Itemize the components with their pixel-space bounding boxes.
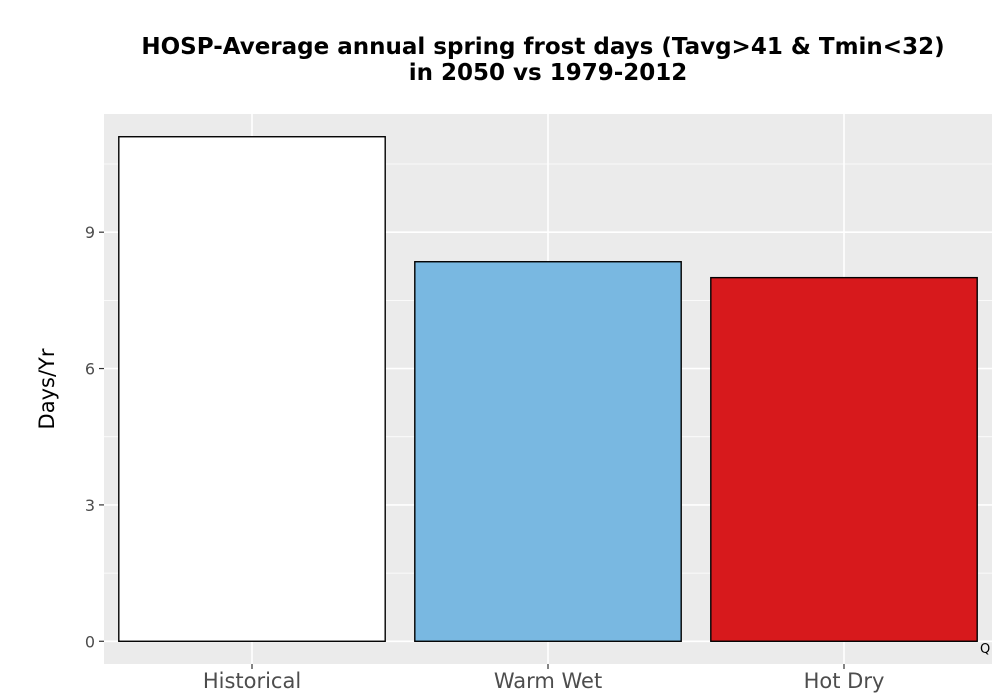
y-axis-ticks: 0 3 6 9	[85, 223, 104, 651]
x-axis-ticks: Historical Warm Wet Hot Dry	[203, 664, 885, 693]
y-tick-label: 3	[85, 496, 95, 515]
x-tick-label: Warm Wet	[494, 669, 602, 693]
chart-title-line-1: HOSP-Average annual spring frost days (T…	[141, 34, 944, 60]
bar-historical	[118, 136, 386, 642]
chart-title-line-2: in 2050 vs 1979-2012	[409, 60, 688, 86]
bar-hot-dry	[710, 276, 978, 642]
x-tick-label: Hot Dry	[804, 669, 885, 693]
chart-caption: Q	[980, 642, 990, 657]
y-tick-label: 0	[85, 632, 95, 651]
y-tick-label: 9	[85, 223, 95, 242]
bar-warm-wet	[414, 261, 682, 642]
bars	[118, 136, 978, 642]
y-tick-label: 6	[85, 360, 95, 379]
x-tick-label: Historical	[203, 669, 301, 693]
y-axis-title: Days/Yr	[35, 348, 59, 429]
